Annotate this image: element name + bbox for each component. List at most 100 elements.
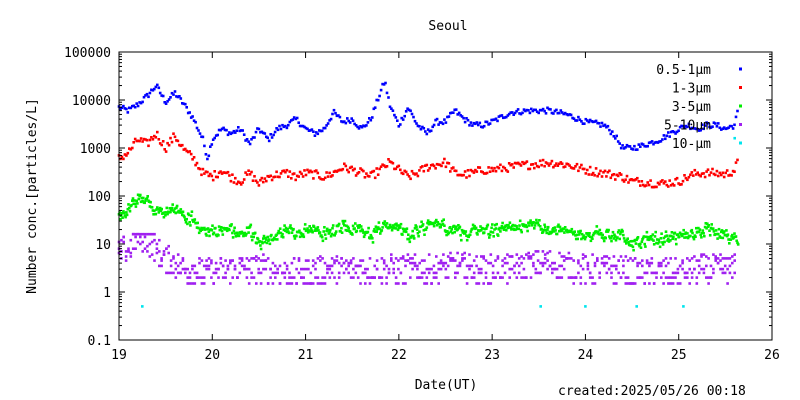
data-point bbox=[510, 267, 514, 271]
data-point bbox=[700, 231, 704, 235]
data-point bbox=[379, 88, 383, 92]
data-point bbox=[684, 231, 688, 234]
data-point bbox=[612, 135, 616, 138]
data-point bbox=[587, 120, 591, 124]
data-point bbox=[545, 231, 548, 235]
data-point bbox=[700, 172, 704, 175]
data-point bbox=[660, 232, 663, 235]
data-point bbox=[725, 234, 729, 238]
data-point bbox=[393, 167, 396, 171]
data-point bbox=[441, 122, 445, 126]
data-point bbox=[709, 171, 713, 174]
data-point bbox=[719, 267, 722, 271]
data-point bbox=[601, 233, 604, 237]
data-point bbox=[506, 253, 509, 256]
data-point bbox=[722, 230, 726, 233]
data-point bbox=[459, 173, 462, 177]
data-point bbox=[196, 221, 199, 225]
data-point bbox=[421, 125, 424, 129]
data-point bbox=[706, 168, 710, 171]
data-point bbox=[234, 176, 237, 180]
data-point bbox=[274, 271, 277, 275]
data-point bbox=[534, 267, 538, 271]
data-point bbox=[417, 234, 420, 238]
data-point bbox=[577, 169, 580, 173]
data-point bbox=[633, 282, 637, 285]
data-point bbox=[482, 255, 485, 258]
data-point bbox=[273, 236, 276, 240]
data-point bbox=[391, 161, 395, 165]
data-point bbox=[290, 261, 294, 265]
data-point bbox=[137, 197, 141, 201]
data-point bbox=[703, 175, 707, 179]
data-point bbox=[484, 120, 487, 124]
data-point bbox=[203, 144, 206, 148]
data-point bbox=[468, 174, 471, 178]
data-point bbox=[330, 232, 334, 236]
data-point bbox=[120, 238, 123, 242]
data-point bbox=[439, 259, 443, 262]
data-point bbox=[390, 257, 393, 260]
data-point bbox=[530, 163, 533, 166]
data-point bbox=[224, 271, 227, 275]
data-point bbox=[452, 111, 455, 114]
data-point bbox=[535, 110, 539, 113]
data-point bbox=[384, 223, 387, 227]
data-point bbox=[558, 264, 561, 268]
data-point bbox=[562, 165, 565, 169]
data-point bbox=[206, 170, 209, 174]
data-point bbox=[323, 226, 326, 229]
data-point bbox=[413, 119, 417, 123]
data-point bbox=[696, 171, 699, 174]
data-point bbox=[437, 282, 440, 285]
data-point bbox=[570, 257, 573, 260]
data-point bbox=[207, 267, 211, 271]
data-point bbox=[334, 111, 337, 115]
data-point bbox=[148, 242, 152, 246]
data-point bbox=[462, 229, 465, 233]
data-point bbox=[533, 108, 536, 112]
data-point bbox=[210, 228, 214, 232]
data-point bbox=[444, 276, 448, 279]
data-point bbox=[431, 125, 434, 129]
data-point bbox=[257, 267, 260, 271]
data-point bbox=[185, 217, 188, 221]
data-point bbox=[155, 251, 159, 255]
data-point bbox=[380, 282, 384, 285]
data-point bbox=[435, 276, 438, 279]
data-point bbox=[641, 183, 645, 187]
data-point bbox=[643, 282, 646, 285]
data-point bbox=[404, 228, 407, 231]
data-point bbox=[463, 251, 466, 255]
data-point bbox=[652, 282, 656, 285]
data-point bbox=[468, 253, 471, 256]
data-point bbox=[710, 223, 713, 226]
data-point bbox=[689, 127, 692, 131]
data-point bbox=[316, 171, 320, 175]
data-point bbox=[610, 276, 613, 279]
data-point bbox=[265, 135, 268, 139]
legend-label: 10-μm bbox=[672, 137, 711, 152]
data-point bbox=[118, 211, 121, 214]
data-point bbox=[266, 257, 270, 260]
data-point bbox=[368, 237, 372, 240]
data-point bbox=[304, 126, 308, 130]
data-point bbox=[515, 225, 518, 228]
data-point bbox=[506, 282, 509, 285]
data-point bbox=[553, 267, 556, 271]
data-point bbox=[563, 165, 567, 168]
data-point bbox=[636, 276, 639, 279]
data-point bbox=[141, 250, 144, 253]
data-point bbox=[324, 237, 328, 240]
data-point bbox=[630, 244, 633, 247]
data-point bbox=[717, 122, 720, 125]
data-point bbox=[306, 127, 309, 131]
data-point bbox=[717, 174, 720, 178]
data-point bbox=[482, 282, 485, 285]
data-point bbox=[288, 271, 291, 275]
data-point bbox=[381, 163, 384, 166]
data-point bbox=[254, 179, 258, 183]
data-point bbox=[624, 178, 627, 181]
data-point bbox=[714, 229, 718, 232]
data-point bbox=[401, 257, 405, 260]
